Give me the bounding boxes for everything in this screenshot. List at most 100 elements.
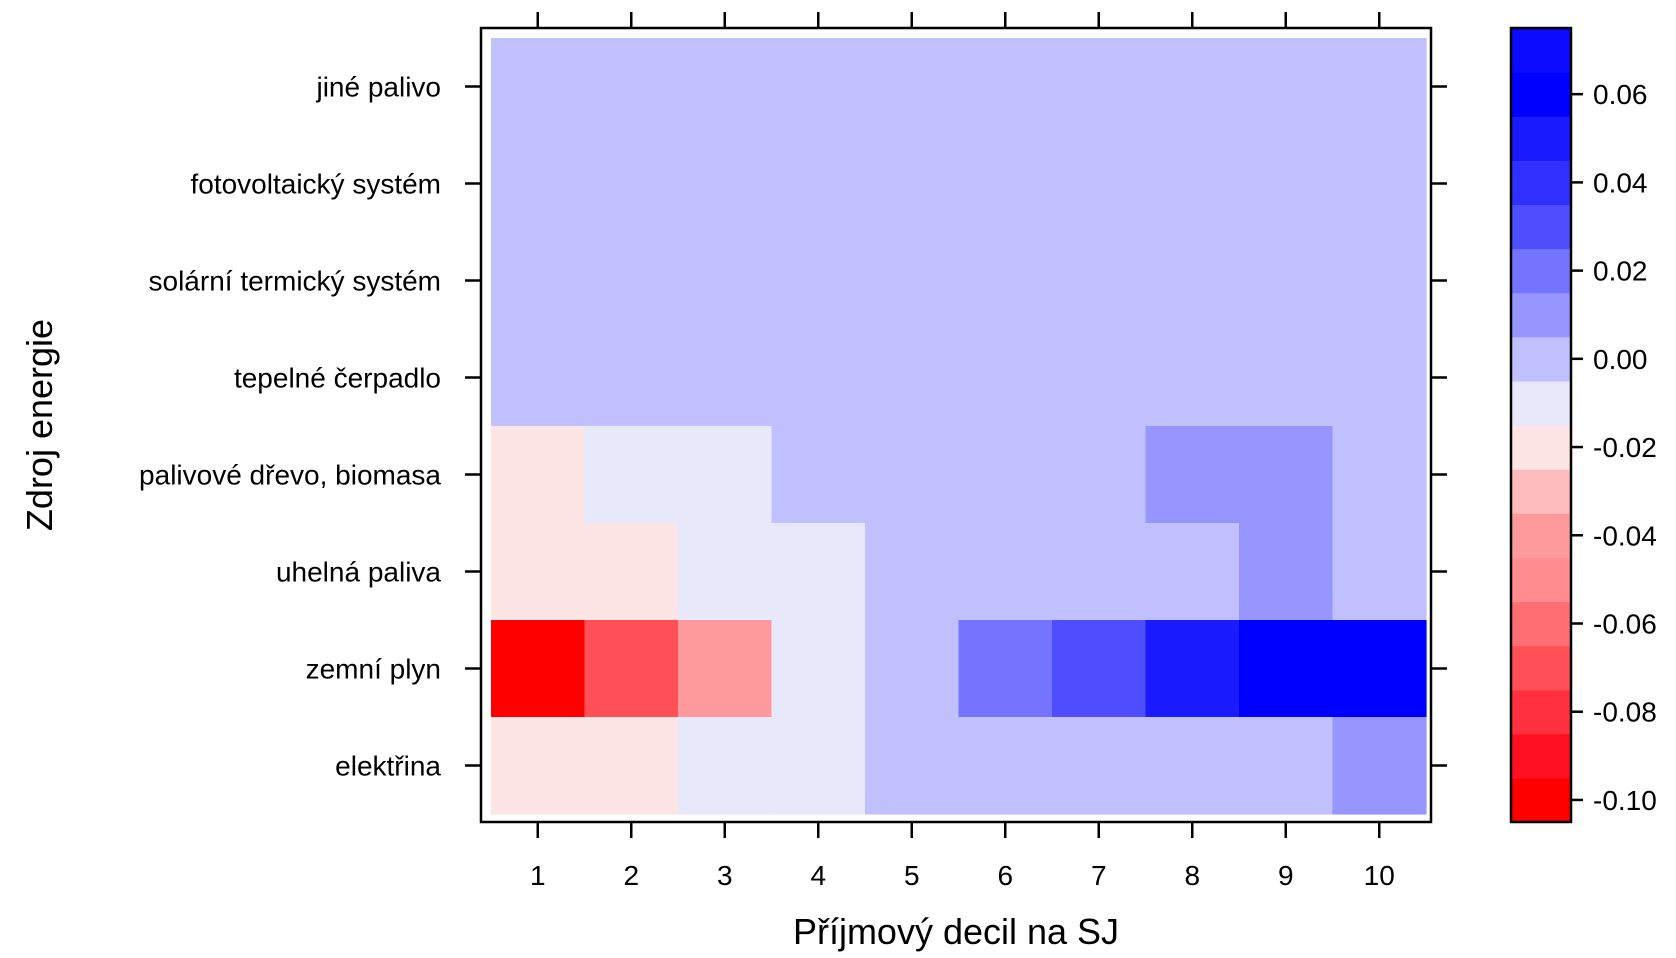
x-tick-label: 5 [904,860,920,891]
x-tick-label: 2 [623,860,639,891]
heatmap-cell [865,329,960,427]
heatmap-cell [678,426,773,524]
colorbar-tick-label: -0.10 [1593,785,1657,816]
colorbar-bin [1511,380,1571,426]
x-axis-title: Příjmový decil na SJ [793,911,1119,952]
colorbar-bin [1511,248,1571,294]
heatmap-cell [771,135,866,233]
heatmap-cell [771,232,866,330]
heatmap-cell [584,717,679,815]
heatmap-cell [491,426,586,524]
colorbar-tick-label: 0.06 [1593,79,1648,110]
heatmap-cell [865,426,960,524]
heatmap-cell [491,523,586,621]
heatmap-cell [584,329,679,427]
heatmap-cell [1332,135,1427,233]
heatmap-cell [771,523,866,621]
x-tick-label: 10 [1364,860,1395,891]
heatmap-cell [771,717,866,815]
x-tick-label: 1 [530,860,546,891]
colorbar-bin [1511,689,1571,735]
heatmap-cell [1145,523,1240,621]
heatmap-cell [958,135,1053,233]
heatmap-cell [1145,232,1240,330]
heatmap-cell [584,523,679,621]
colorbar-bin [1511,160,1571,206]
colorbar-bin [1511,557,1571,603]
heatmap-cell [1239,620,1334,718]
heatmap-cell [491,232,586,330]
colorbar-tick-label: 0.04 [1593,167,1648,198]
heatmap-cell [865,232,960,330]
y-tick-label: tepelné čerpadlo [234,363,441,394]
colorbar-bin [1511,336,1571,382]
colorbar-tick-label: 0.00 [1593,344,1648,375]
heatmap-cell [1052,329,1147,427]
heatmap-cell [1239,38,1334,136]
heatmap-cell [865,38,960,136]
heatmap-cell [958,38,1053,136]
colorbar-tick-label: -0.08 [1593,697,1657,728]
heatmap-cell [1239,135,1334,233]
heatmap-cell [958,620,1053,718]
heatmap-cell [1239,523,1334,621]
heatmap-cell [1239,232,1334,330]
x-tick-label: 4 [810,860,826,891]
x-tick-label: 8 [1184,860,1200,891]
colorbar-bin [1511,28,1571,73]
y-tick-label: fotovoltaický systém [190,169,441,200]
heatmap-cell [771,426,866,524]
heatmap-cell [1332,523,1427,621]
heatmap-cell [958,232,1053,330]
heatmap-cell [1052,523,1147,621]
heatmap-cell [1239,329,1334,427]
heatmap-cell [1239,717,1334,815]
heatmap-cell [584,426,679,524]
heatmap-cell [678,620,773,718]
colorbar-tick-label: -0.04 [1593,520,1657,551]
colorbar-bin [1511,733,1571,779]
x-tick-label: 9 [1278,860,1294,891]
heatmap-cell [1145,329,1240,427]
heatmap-cell [1052,717,1147,815]
heatmap-cell [491,38,586,136]
heatmap-cell [678,717,773,815]
colorbar-bin [1511,292,1571,338]
colorbar-tick-label: -0.02 [1593,432,1657,463]
colorbar-bin [1511,469,1571,514]
heatmap-cell [1052,135,1147,233]
heatmap-cell [584,232,679,330]
heatmap-cell [771,329,866,427]
heatmap-cell [1145,135,1240,233]
heatmap-cell [678,135,773,233]
x-tick-label: 7 [1091,860,1107,891]
heatmap-cell [865,620,960,718]
heatmap-cell [958,523,1053,621]
heatmap-cell [1145,717,1240,815]
heatmap-cell [491,620,586,718]
colorbar-bin [1511,601,1571,647]
heatmap-cell [1332,329,1427,427]
y-tick-label: palivové dřevo, biomasa [139,460,441,491]
y-axis-title: Zdroj energie [19,319,60,531]
heatmap-cell [1145,426,1240,524]
colorbar-bin [1511,777,1571,823]
heatmap-cell [958,329,1053,427]
heatmap-cell [1332,717,1427,815]
heatmap-cell [1052,620,1147,718]
y-tick-label: solární termický systém [149,266,442,297]
heatmap-cell [1145,620,1240,718]
y-tick-label: uhelná paliva [276,557,441,588]
heatmap-cell [491,135,586,233]
heatmap-cell [678,232,773,330]
heatmap-cell [584,38,679,136]
colorbar-bin [1511,72,1571,117]
y-tick-label: jiné palivo [315,72,441,103]
heatmap-cell [678,38,773,136]
heatmap-cell [865,135,960,233]
heatmap-cell [865,717,960,815]
heatmap-cell [1332,426,1427,524]
heatmap-cell [1332,38,1427,136]
x-tick-label: 3 [717,860,733,891]
